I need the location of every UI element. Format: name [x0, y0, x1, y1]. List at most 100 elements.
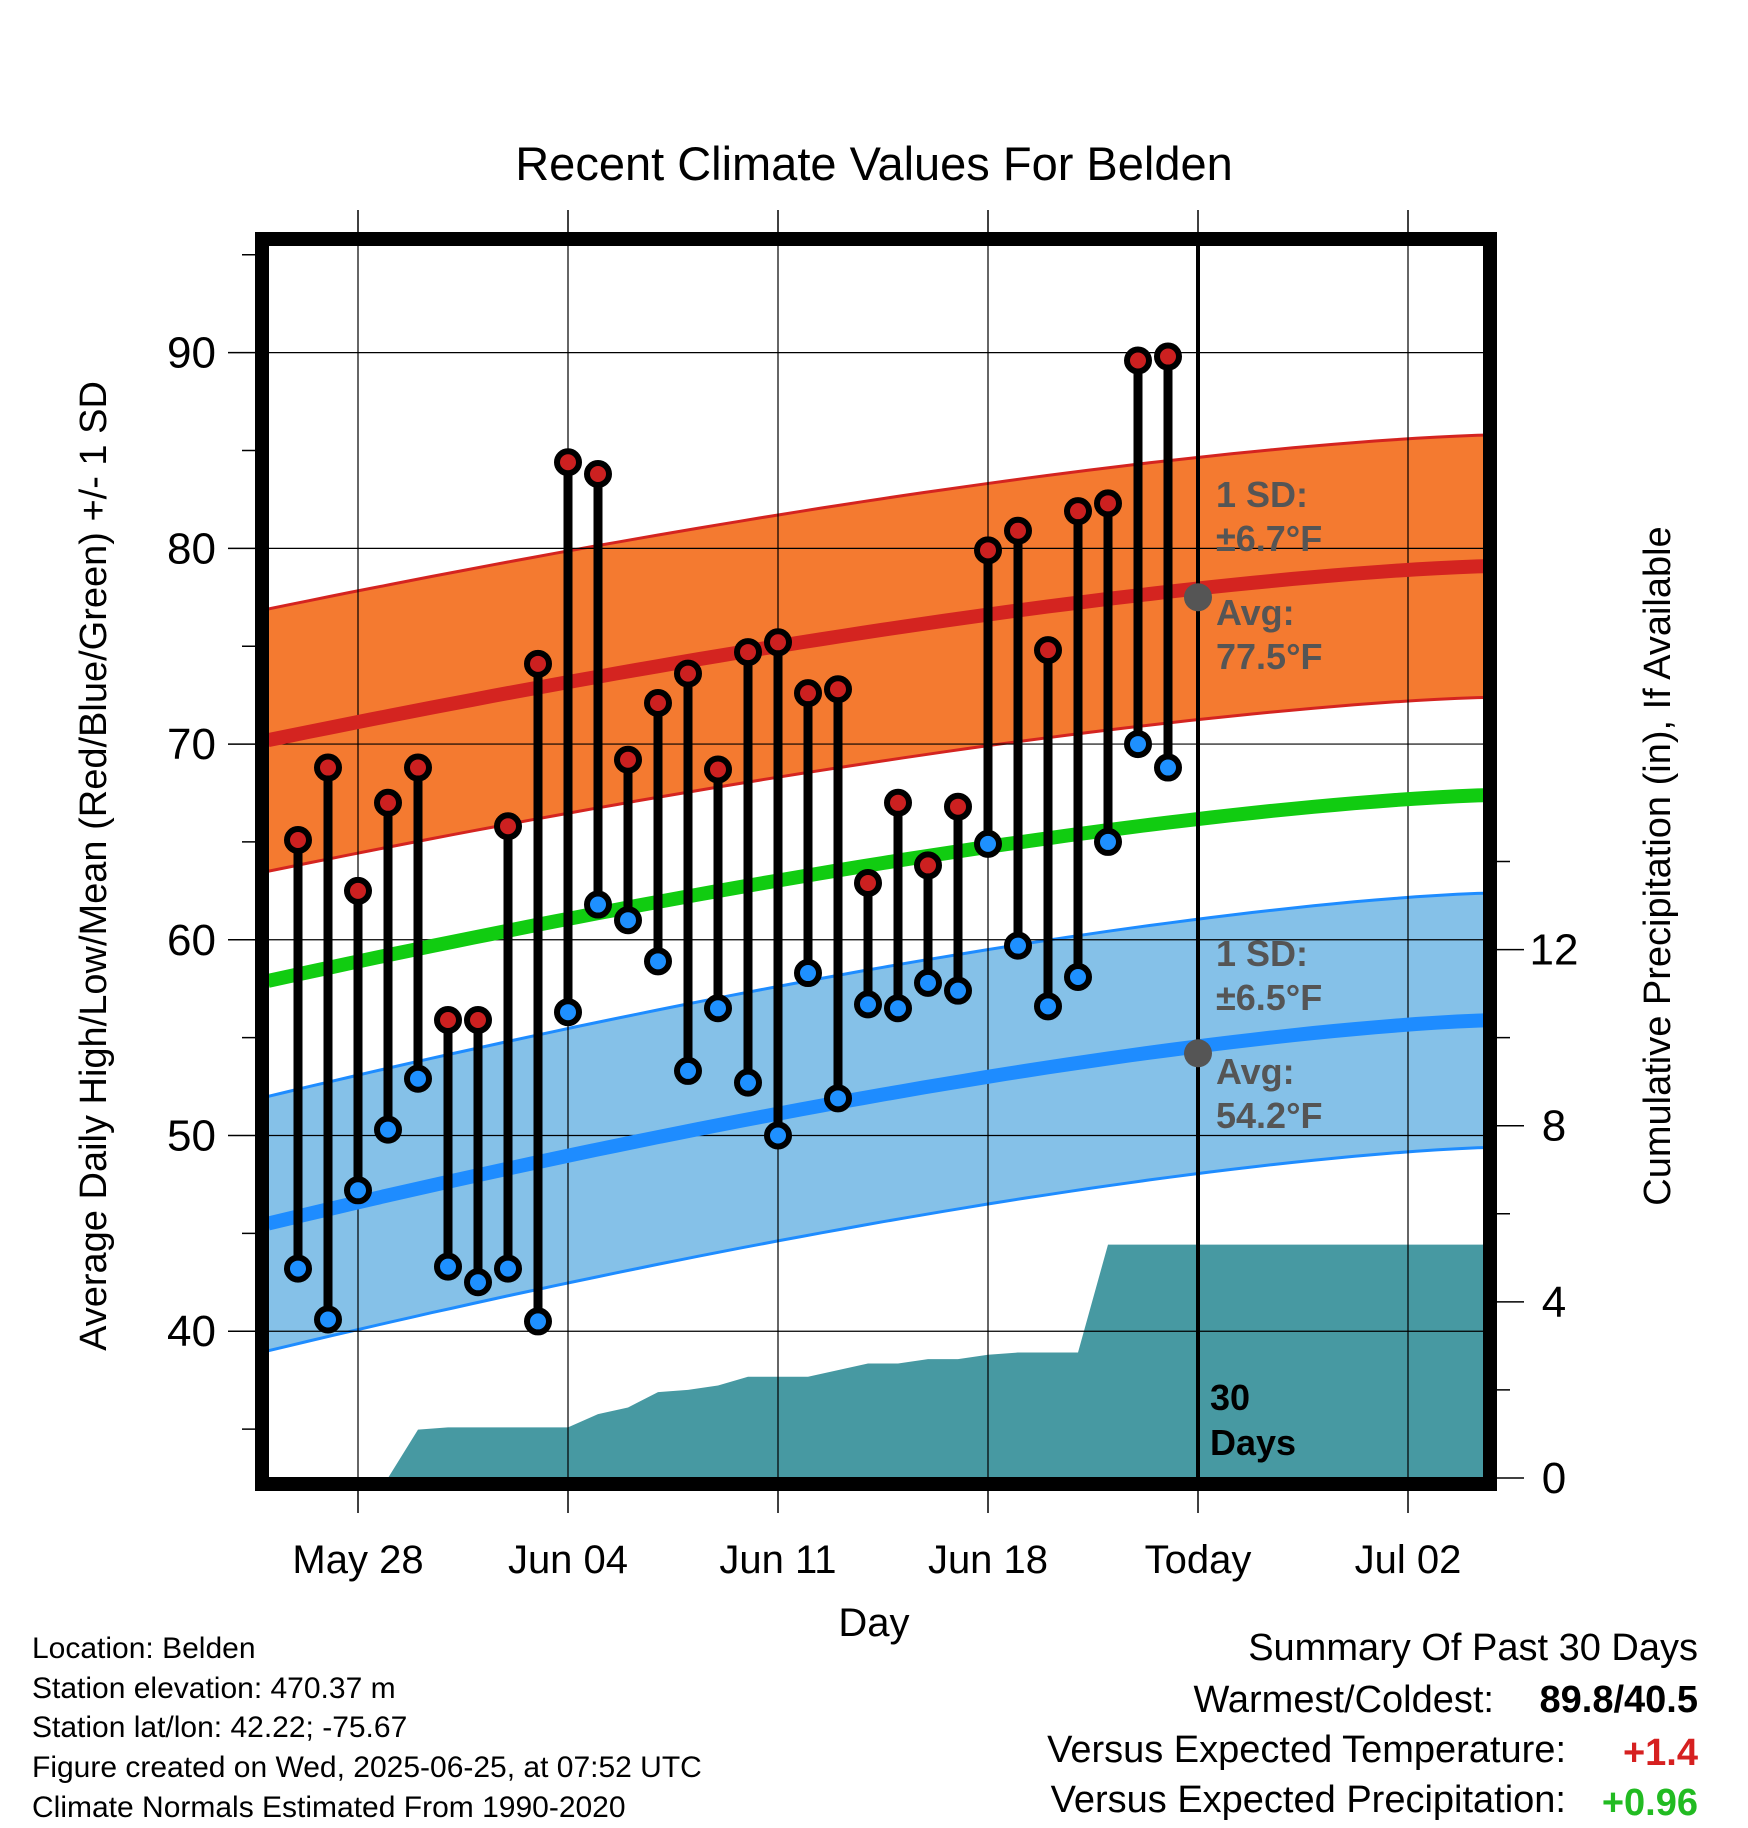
- day-low-point: [1124, 730, 1152, 759]
- info-location: Location: Belden: [32, 1632, 256, 1665]
- day-low-point: [1094, 827, 1122, 856]
- day-high-point: [374, 788, 402, 817]
- plot-border: [255, 232, 1497, 1491]
- y-axis-label-left: Average Daily High/Low/Mean (Red/Blue/Gr…: [73, 381, 115, 1351]
- day-high-point: [884, 788, 912, 817]
- normal-low-line: [268, 1013, 1484, 1231]
- plot-frame: [255, 232, 1497, 1491]
- normal-high-annotation-label-2: Avg:: [1216, 592, 1295, 633]
- y-tick-label-right: 4: [1542, 1278, 1566, 1327]
- day-low-point: [314, 1305, 342, 1334]
- info-normals: Climate Normals Estimated From 1990-2020: [32, 1791, 626, 1824]
- day-low-point: [734, 1068, 762, 1097]
- day-high-point: [1124, 346, 1152, 375]
- day-2025-05-26: [284, 825, 312, 1283]
- day-high-point: [674, 659, 702, 688]
- day-2025-06-12: [794, 679, 822, 988]
- summary-warmest-value: 89.8/40.5: [1540, 1679, 1698, 1721]
- day-low-point: [644, 947, 672, 976]
- x-tick-label: Jun 18: [928, 1538, 1048, 1582]
- day-high-point: [734, 638, 762, 667]
- normal-low-annotation-label-3: 54.2°F: [1216, 1095, 1322, 1136]
- day-high-point: [1034, 636, 1062, 665]
- day-low-point: [914, 968, 942, 997]
- day-high-point: [974, 536, 1002, 565]
- day-high-point: [1004, 516, 1032, 545]
- day-2025-06-23: [1124, 346, 1152, 759]
- day-2025-06-15: [884, 788, 912, 1023]
- day-2025-06-09: [704, 755, 732, 1023]
- day-2025-06-10: [734, 638, 762, 1097]
- day-high-point: [704, 755, 732, 784]
- summary-temp-label: Versus Expected Temperature:: [1047, 1729, 1566, 1771]
- day-high-point: [794, 679, 822, 708]
- day-high-point: [644, 688, 672, 717]
- day-2025-05-28: [344, 876, 372, 1205]
- day-2025-06-02: [494, 812, 522, 1283]
- y-tick-label-left: 50: [167, 1112, 216, 1161]
- day-low-point: [344, 1176, 372, 1205]
- day-high-point: [824, 675, 852, 704]
- y-tick-label-left: 40: [167, 1307, 216, 1356]
- x-tick-label: Jun 11: [719, 1538, 836, 1582]
- normal-lines: [268, 559, 1484, 1231]
- day-low-point: [464, 1268, 492, 1297]
- normal-high-band-lower-edge: [268, 695, 1484, 873]
- today-days-label: 30 Days: [1210, 1377, 1296, 1463]
- day-low-point: [284, 1254, 312, 1283]
- day-low-point: [1004, 931, 1032, 960]
- day-2025-06-11: [764, 628, 792, 1150]
- day-low-point: [794, 959, 822, 988]
- station-info: Location: Belden Station elevation: 470.…: [32, 1632, 702, 1824]
- normal-high-line: [268, 559, 1484, 748]
- day-2025-06-03: [524, 649, 552, 1336]
- normal-low-annotation-label-0: 1 SD:: [1216, 933, 1308, 974]
- day-low-point: [434, 1252, 462, 1281]
- day-high-point: [854, 869, 882, 898]
- day-low-point: [974, 829, 1002, 858]
- normal-high-annotation-label-1: ±6.7°F: [1216, 518, 1322, 559]
- day-2025-06-07: [644, 688, 672, 976]
- day-high-point: [914, 851, 942, 880]
- day-low-point: [614, 906, 642, 935]
- day-low-point: [1154, 753, 1182, 782]
- day-2025-06-19: [1004, 516, 1032, 960]
- day-2025-06-18: [974, 536, 1002, 858]
- normal-low-band: [268, 893, 1484, 1351]
- normal-high-annotation-label-3: 77.5°F: [1216, 636, 1322, 677]
- normal-high-annotation-avg-dot: [1184, 583, 1212, 612]
- normal-high-band-upper-edge: [268, 433, 1484, 611]
- day-2025-06-05: [584, 459, 612, 919]
- day-high-point: [944, 792, 972, 821]
- day-high-point: [344, 876, 372, 905]
- daily-observations: [284, 342, 1182, 1336]
- info-elevation: Station elevation: 470.37 m: [32, 1672, 396, 1705]
- day-high-point: [404, 753, 432, 782]
- day-low-point: [824, 1084, 852, 1113]
- day-low-point: [554, 998, 582, 1027]
- day-high-point: [284, 825, 312, 854]
- day-2025-06-21: [1064, 497, 1092, 991]
- day-2025-06-14: [854, 869, 882, 1019]
- day-2025-06-06: [614, 745, 642, 935]
- chart-title: Recent Climate Values For Belden: [515, 137, 1233, 190]
- day-2025-06-20: [1034, 636, 1062, 1021]
- y-tick-label-left: 80: [167, 524, 216, 573]
- x-tick-label: Today: [1145, 1538, 1252, 1582]
- precipitation-area: [328, 1244, 1484, 1478]
- day-2025-06-16: [914, 851, 942, 997]
- y-tick-label-left: 90: [167, 329, 216, 378]
- day-high-point: [464, 1006, 492, 1035]
- day-high-point: [584, 459, 612, 488]
- y-tick-label-left: 70: [167, 720, 216, 769]
- day-high-point: [1094, 489, 1122, 518]
- day-low-point: [674, 1056, 702, 1085]
- y-tick-label-right: 8: [1542, 1102, 1566, 1151]
- day-high-point: [554, 448, 582, 477]
- day-low-point: [524, 1307, 552, 1336]
- normal-high-annotation-label-0: 1 SD:: [1216, 474, 1308, 515]
- day-2025-06-13: [824, 675, 852, 1113]
- precip-cumulative-area: [328, 1244, 1484, 1478]
